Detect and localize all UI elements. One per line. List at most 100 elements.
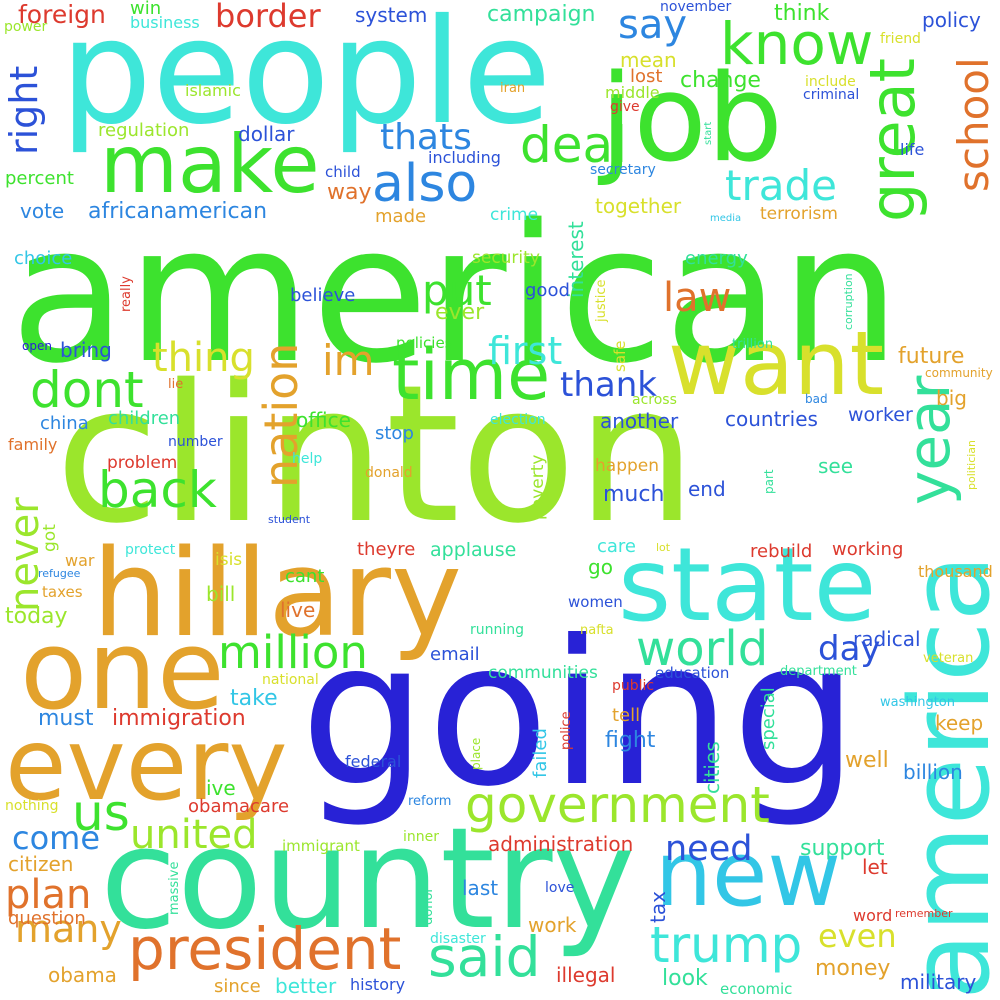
word-need: need <box>665 829 753 869</box>
word-poverty: poverty <box>528 454 548 520</box>
word-also: also <box>372 154 478 214</box>
word-failed: failed <box>530 728 551 778</box>
word-put: put <box>422 266 492 315</box>
word-obamacare: obamacare <box>188 796 290 817</box>
word-make: make <box>100 118 320 211</box>
word-thank: thank <box>560 365 657 405</box>
word-first: first <box>488 329 563 373</box>
word-place: place <box>469 737 483 770</box>
word-day: day <box>818 629 881 669</box>
word-better: better <box>275 974 337 998</box>
word-money: money <box>815 956 891 981</box>
word-win: win <box>130 0 162 19</box>
word-law: law <box>663 275 732 321</box>
word-friend: friend <box>880 31 921 47</box>
word-politician: politician <box>965 439 978 490</box>
word-back: back <box>98 461 217 519</box>
word-police: police <box>559 711 574 750</box>
word-good: good <box>525 280 570 301</box>
word-cities: cities <box>700 741 724 794</box>
word-family: family <box>8 435 58 454</box>
word-worker: worker <box>848 404 913 426</box>
word-clinton: clinton <box>55 344 697 565</box>
word-give: give <box>610 99 640 115</box>
word-billion: billion <box>903 760 963 784</box>
word-dont: dont <box>30 361 144 419</box>
word-reform: reform <box>408 794 452 809</box>
word-never: never <box>2 497 48 612</box>
word-stop: stop <box>375 423 414 444</box>
word-election: election <box>490 412 546 428</box>
word-history: history <box>350 975 406 994</box>
word-believe: believe <box>290 285 356 306</box>
word-remember: remember <box>895 907 953 920</box>
word-trillion: trillion <box>732 337 774 352</box>
word-another: another <box>600 409 679 433</box>
word-school: school <box>949 57 998 192</box>
word-thing: thing <box>152 335 255 381</box>
word-work: work <box>528 913 577 937</box>
word-applause: applause <box>430 539 517 561</box>
word-trump: trump <box>650 916 803 974</box>
word-really: really <box>119 276 134 312</box>
word-love: love <box>545 880 575 896</box>
word-federal: federal <box>345 752 402 771</box>
word-november: november <box>660 0 732 15</box>
word-islamic: islamic <box>185 81 241 100</box>
word-terrorism: terrorism <box>760 204 838 224</box>
word-every: every <box>5 706 288 823</box>
word-right: right <box>2 65 46 155</box>
word-office: office <box>296 408 351 432</box>
word-future: future <box>898 344 965 369</box>
word-open: open <box>22 339 52 353</box>
word-bill: bill <box>206 582 236 606</box>
word-donor: donor <box>421 887 436 925</box>
word-time: time <box>392 334 551 416</box>
word-rebuild: rebuild <box>750 541 813 562</box>
word-new: new <box>655 822 842 927</box>
word-foreign: foreign <box>18 0 106 29</box>
word-want: want <box>668 312 885 415</box>
word-africanamerican: africanamerican <box>88 199 268 224</box>
word-together: together <box>595 194 682 218</box>
word-state: state <box>618 526 877 645</box>
word-system: system <box>355 3 428 27</box>
word-countries: countries <box>725 407 818 431</box>
word-including: including <box>428 148 501 167</box>
word-way: way <box>327 180 372 205</box>
word-women: women <box>568 593 623 611</box>
word-know: know <box>720 10 874 78</box>
word-much: much <box>603 482 665 507</box>
word-energy: energy <box>685 248 748 269</box>
word-take: take <box>230 686 278 711</box>
word-change: change <box>680 68 761 93</box>
word-taxes: taxes <box>42 583 83 601</box>
word-student: student <box>268 513 311 526</box>
word-part: part <box>762 469 776 494</box>
word-middle: middle <box>605 83 660 102</box>
word-washington: washington <box>880 695 956 710</box>
word-media: media <box>710 213 742 224</box>
word-national: national <box>262 672 319 688</box>
word-happen: happen <box>595 456 660 476</box>
word-million: million <box>218 626 368 679</box>
word-citizen: citizen <box>8 852 74 876</box>
word-going: going <box>300 598 859 831</box>
word-immigration: immigration <box>112 706 246 731</box>
word-campaign: campaign <box>487 2 596 27</box>
word-end: end <box>688 477 726 501</box>
word-start: start <box>703 121 714 145</box>
word-life: life <box>900 140 925 159</box>
word-theyre: theyre <box>357 539 416 560</box>
word-people: people <box>60 0 552 157</box>
word-include: include <box>805 74 856 90</box>
word-im: im <box>322 336 375 385</box>
word-donald: donald <box>365 465 413 481</box>
word-tax: tax <box>646 891 670 923</box>
word-veteran: veteran <box>923 651 974 666</box>
word-american: american <box>10 184 901 405</box>
word-mean: mean <box>620 48 677 72</box>
word-come: come <box>12 819 101 857</box>
word-china: china <box>40 413 89 434</box>
word-child: child <box>325 163 361 181</box>
